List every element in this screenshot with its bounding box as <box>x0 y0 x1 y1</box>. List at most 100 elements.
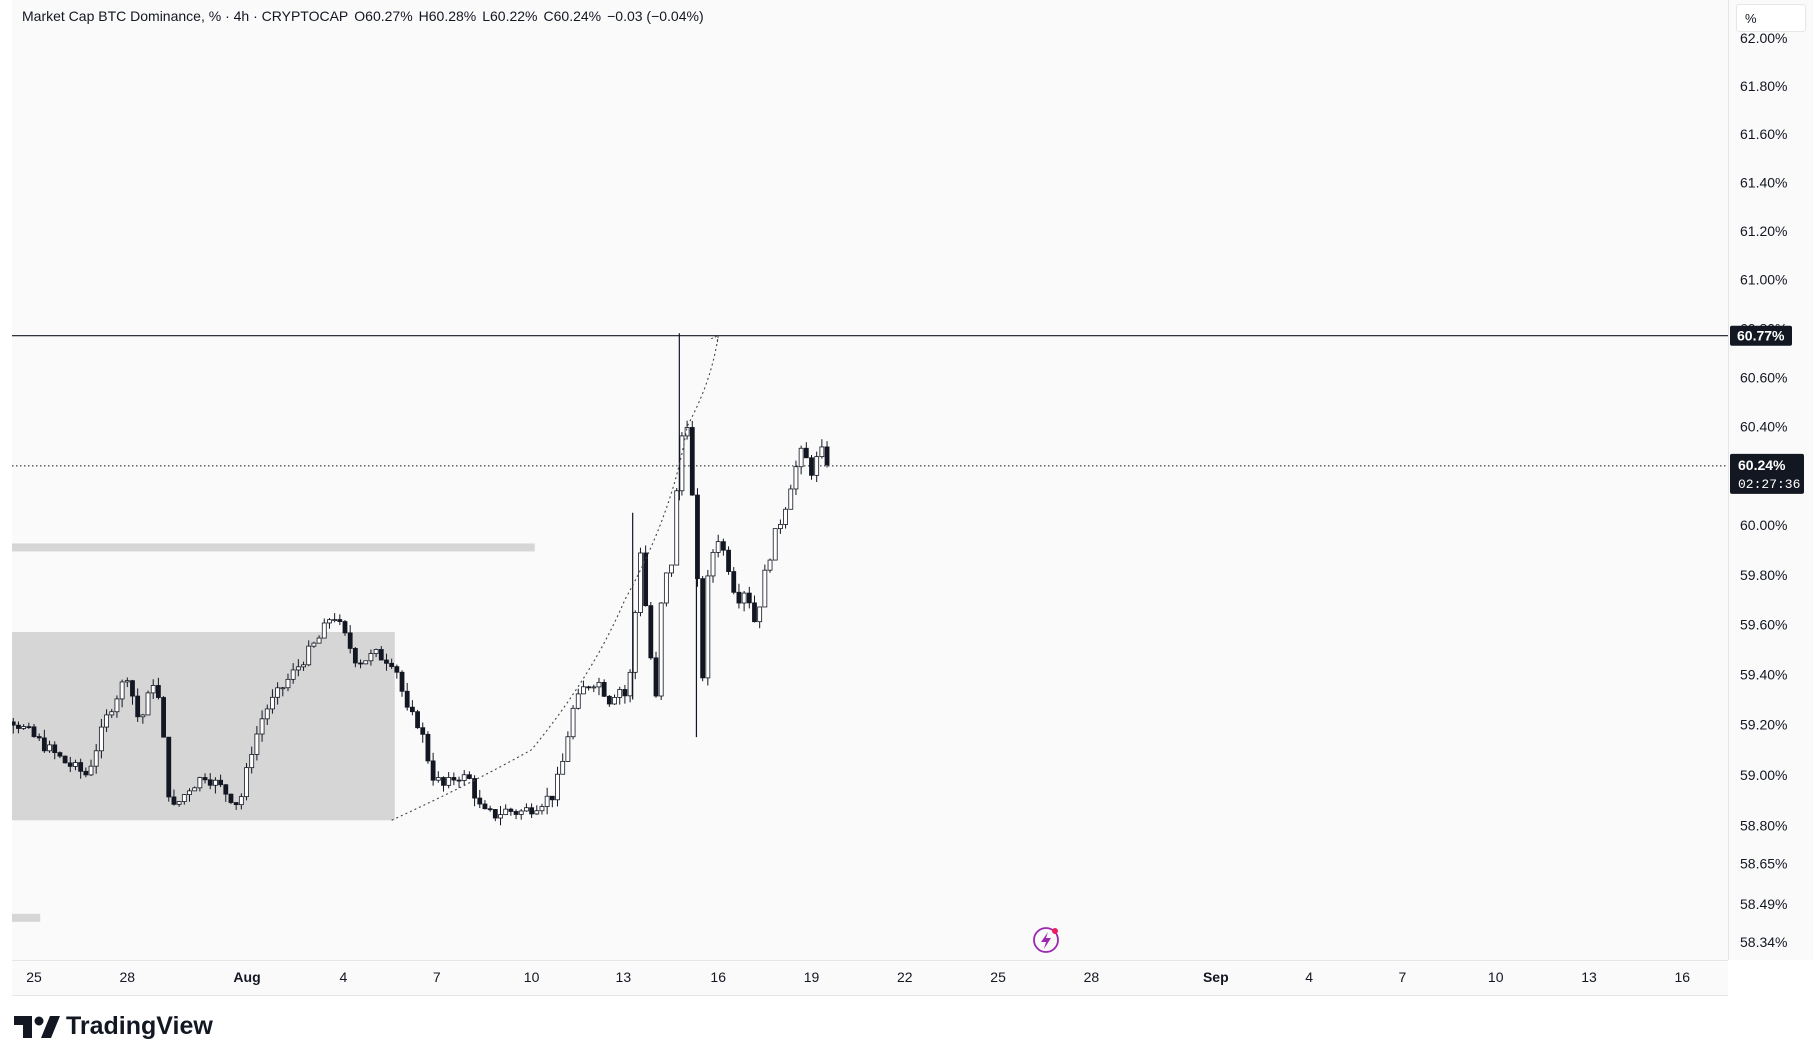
candle-up <box>767 559 773 571</box>
candle-down <box>689 427 695 496</box>
x-tick-label: 25 <box>990 969 1006 985</box>
candle-down <box>16 724 21 729</box>
candle-down <box>549 795 555 801</box>
candle-down <box>803 447 809 459</box>
candle-up <box>98 726 104 752</box>
y-tick-label: 59.20% <box>1740 717 1787 733</box>
candle-down <box>451 777 457 781</box>
candle-down <box>228 793 234 803</box>
x-tick-label: 19 <box>804 969 820 985</box>
candle-up <box>658 602 664 697</box>
symbol-label[interactable]: Market Cap BTC Dominance, % · 4h · CRYPT… <box>22 8 349 24</box>
projection-arrowhead <box>711 334 719 344</box>
candle-up <box>187 790 192 796</box>
candle-up <box>264 708 270 720</box>
candle-down <box>415 711 420 729</box>
x-tick-label: 28 <box>1084 969 1100 985</box>
x-tick-label: 10 <box>524 969 540 985</box>
resistance-label: 60.77% <box>1737 328 1785 344</box>
candle-up <box>446 777 452 786</box>
candle-up <box>778 524 783 530</box>
candle-up <box>679 435 685 492</box>
candle-down <box>171 796 177 805</box>
candle-down <box>31 726 37 737</box>
candle-down <box>622 689 628 697</box>
x-tick-label: 16 <box>710 969 726 985</box>
x-tick-label: 13 <box>616 969 632 985</box>
candle-up <box>663 572 669 604</box>
candle-up <box>581 686 586 695</box>
candle-up <box>596 682 602 688</box>
candle-down <box>202 777 208 781</box>
tradingview-logo-icon <box>14 1015 60 1038</box>
candle-down <box>487 808 493 811</box>
candle-up <box>575 693 581 709</box>
y-tick-label: 59.40% <box>1740 666 1787 682</box>
candle-down <box>83 770 89 776</box>
y-tick-label: 59.60% <box>1740 617 1787 633</box>
candle-up <box>88 765 94 776</box>
candle-down <box>529 807 534 815</box>
high-value: H60.28% <box>418 8 477 24</box>
x-tick-label: 13 <box>1581 969 1597 985</box>
candle-up <box>93 750 99 767</box>
y-tick-label: 58.80% <box>1740 817 1787 833</box>
price-scale-unit-button[interactable]: % <box>1736 4 1806 32</box>
candle-down <box>653 657 659 697</box>
candle-up <box>290 669 296 680</box>
candle-down <box>731 571 737 593</box>
candle-up <box>534 810 540 815</box>
current-price-label-box <box>1730 453 1804 494</box>
candle-up <box>788 488 794 510</box>
candle-up <box>772 528 778 561</box>
candle-down <box>358 662 363 665</box>
candle-up <box>368 653 374 662</box>
close-value: C60.24% <box>543 8 602 24</box>
candle-down <box>726 549 731 572</box>
candle-up <box>192 787 198 792</box>
candle-down <box>67 762 73 767</box>
candle-up <box>301 664 306 668</box>
candle-down <box>824 446 830 466</box>
candle-down <box>352 648 358 664</box>
y-tick-label: 58.34% <box>1740 934 1787 950</box>
x-tick-label: 22 <box>897 969 913 985</box>
candle-down <box>62 755 68 764</box>
y-tick-label: 59.00% <box>1740 767 1787 783</box>
x-tick-label: Aug <box>233 969 260 985</box>
countdown-label: 02:27:36 <box>1738 477 1800 492</box>
candle-up <box>612 697 617 705</box>
y-tick-label: 60.60% <box>1740 369 1787 385</box>
time-axis[interactable] <box>12 960 1728 996</box>
candle-down <box>409 706 415 713</box>
candle-up <box>783 508 788 525</box>
candle-up <box>244 767 249 798</box>
candle-down <box>207 779 213 786</box>
candle-down <box>394 666 400 673</box>
candle-down <box>378 649 384 661</box>
candle-up <box>280 687 286 690</box>
candle-down <box>720 541 726 551</box>
candle-up <box>555 773 560 801</box>
candle-down <box>26 726 32 729</box>
low-value: L60.22% <box>482 8 538 24</box>
candle-down <box>12 721 16 726</box>
projection-curve <box>391 335 719 821</box>
candle-up <box>238 796 244 806</box>
candle-up <box>363 660 369 665</box>
candle-down <box>695 494 700 580</box>
candle-down <box>130 680 135 697</box>
candle-down <box>161 697 166 738</box>
y-tick-label: 61.80% <box>1740 78 1787 94</box>
current-price-label: 60.24% <box>1738 457 1786 473</box>
candle-up <box>306 645 312 666</box>
y-tick-label: 58.49% <box>1740 896 1787 912</box>
candle-down <box>155 685 161 698</box>
candle-down <box>342 621 348 634</box>
candle-up <box>762 569 768 608</box>
tradingview-logo[interactable]: TradingView <box>14 1012 213 1041</box>
candle-down <box>606 695 612 705</box>
candle-up <box>715 541 721 553</box>
candle-down <box>399 671 405 692</box>
candle-down <box>809 457 814 476</box>
